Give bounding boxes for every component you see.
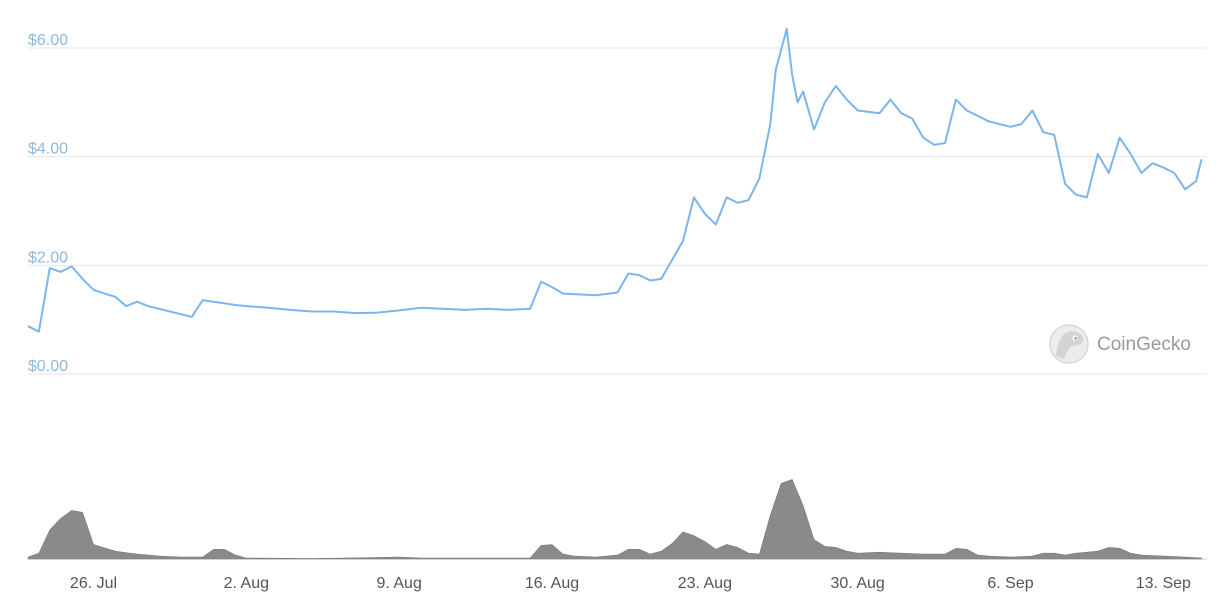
y-tick-label: $4.00 xyxy=(28,141,68,158)
y-tick-label: $0.00 xyxy=(28,358,68,375)
price-line xyxy=(27,28,1203,333)
x-tick-label: 16. Aug xyxy=(525,575,579,592)
x-tick-label: 2. Aug xyxy=(224,575,269,592)
x-tick-label: 6. Sep xyxy=(987,575,1033,592)
watermark-text: CoinGecko xyxy=(1097,334,1191,355)
x-axis-tick-labels: 26. Jul 2. Aug 9. Aug 16. Aug 23. Aug 30. Aug… xyxy=(70,575,1191,592)
y-axis-tick-labels: $0.00 $2.00 $4.00 $6.00 xyxy=(28,32,68,375)
x-tick-label: 9. Aug xyxy=(376,575,421,592)
y-tick-label: $6.00 xyxy=(28,32,68,49)
x-tick-label: 23. Aug xyxy=(678,575,732,592)
gridlines xyxy=(28,47,1207,560)
x-tick-label: 30. Aug xyxy=(831,575,885,592)
y-tick-label: $2.00 xyxy=(28,249,68,266)
x-tick-label: 13. Sep xyxy=(1136,575,1191,592)
price-line-series xyxy=(27,28,1203,333)
volume-area-shape xyxy=(27,479,1202,560)
gecko-logo-icon xyxy=(1049,324,1089,364)
volume-area xyxy=(27,479,1202,560)
watermark: CoinGecko xyxy=(1049,324,1191,364)
x-tick-label: 26. Jul xyxy=(70,575,117,592)
